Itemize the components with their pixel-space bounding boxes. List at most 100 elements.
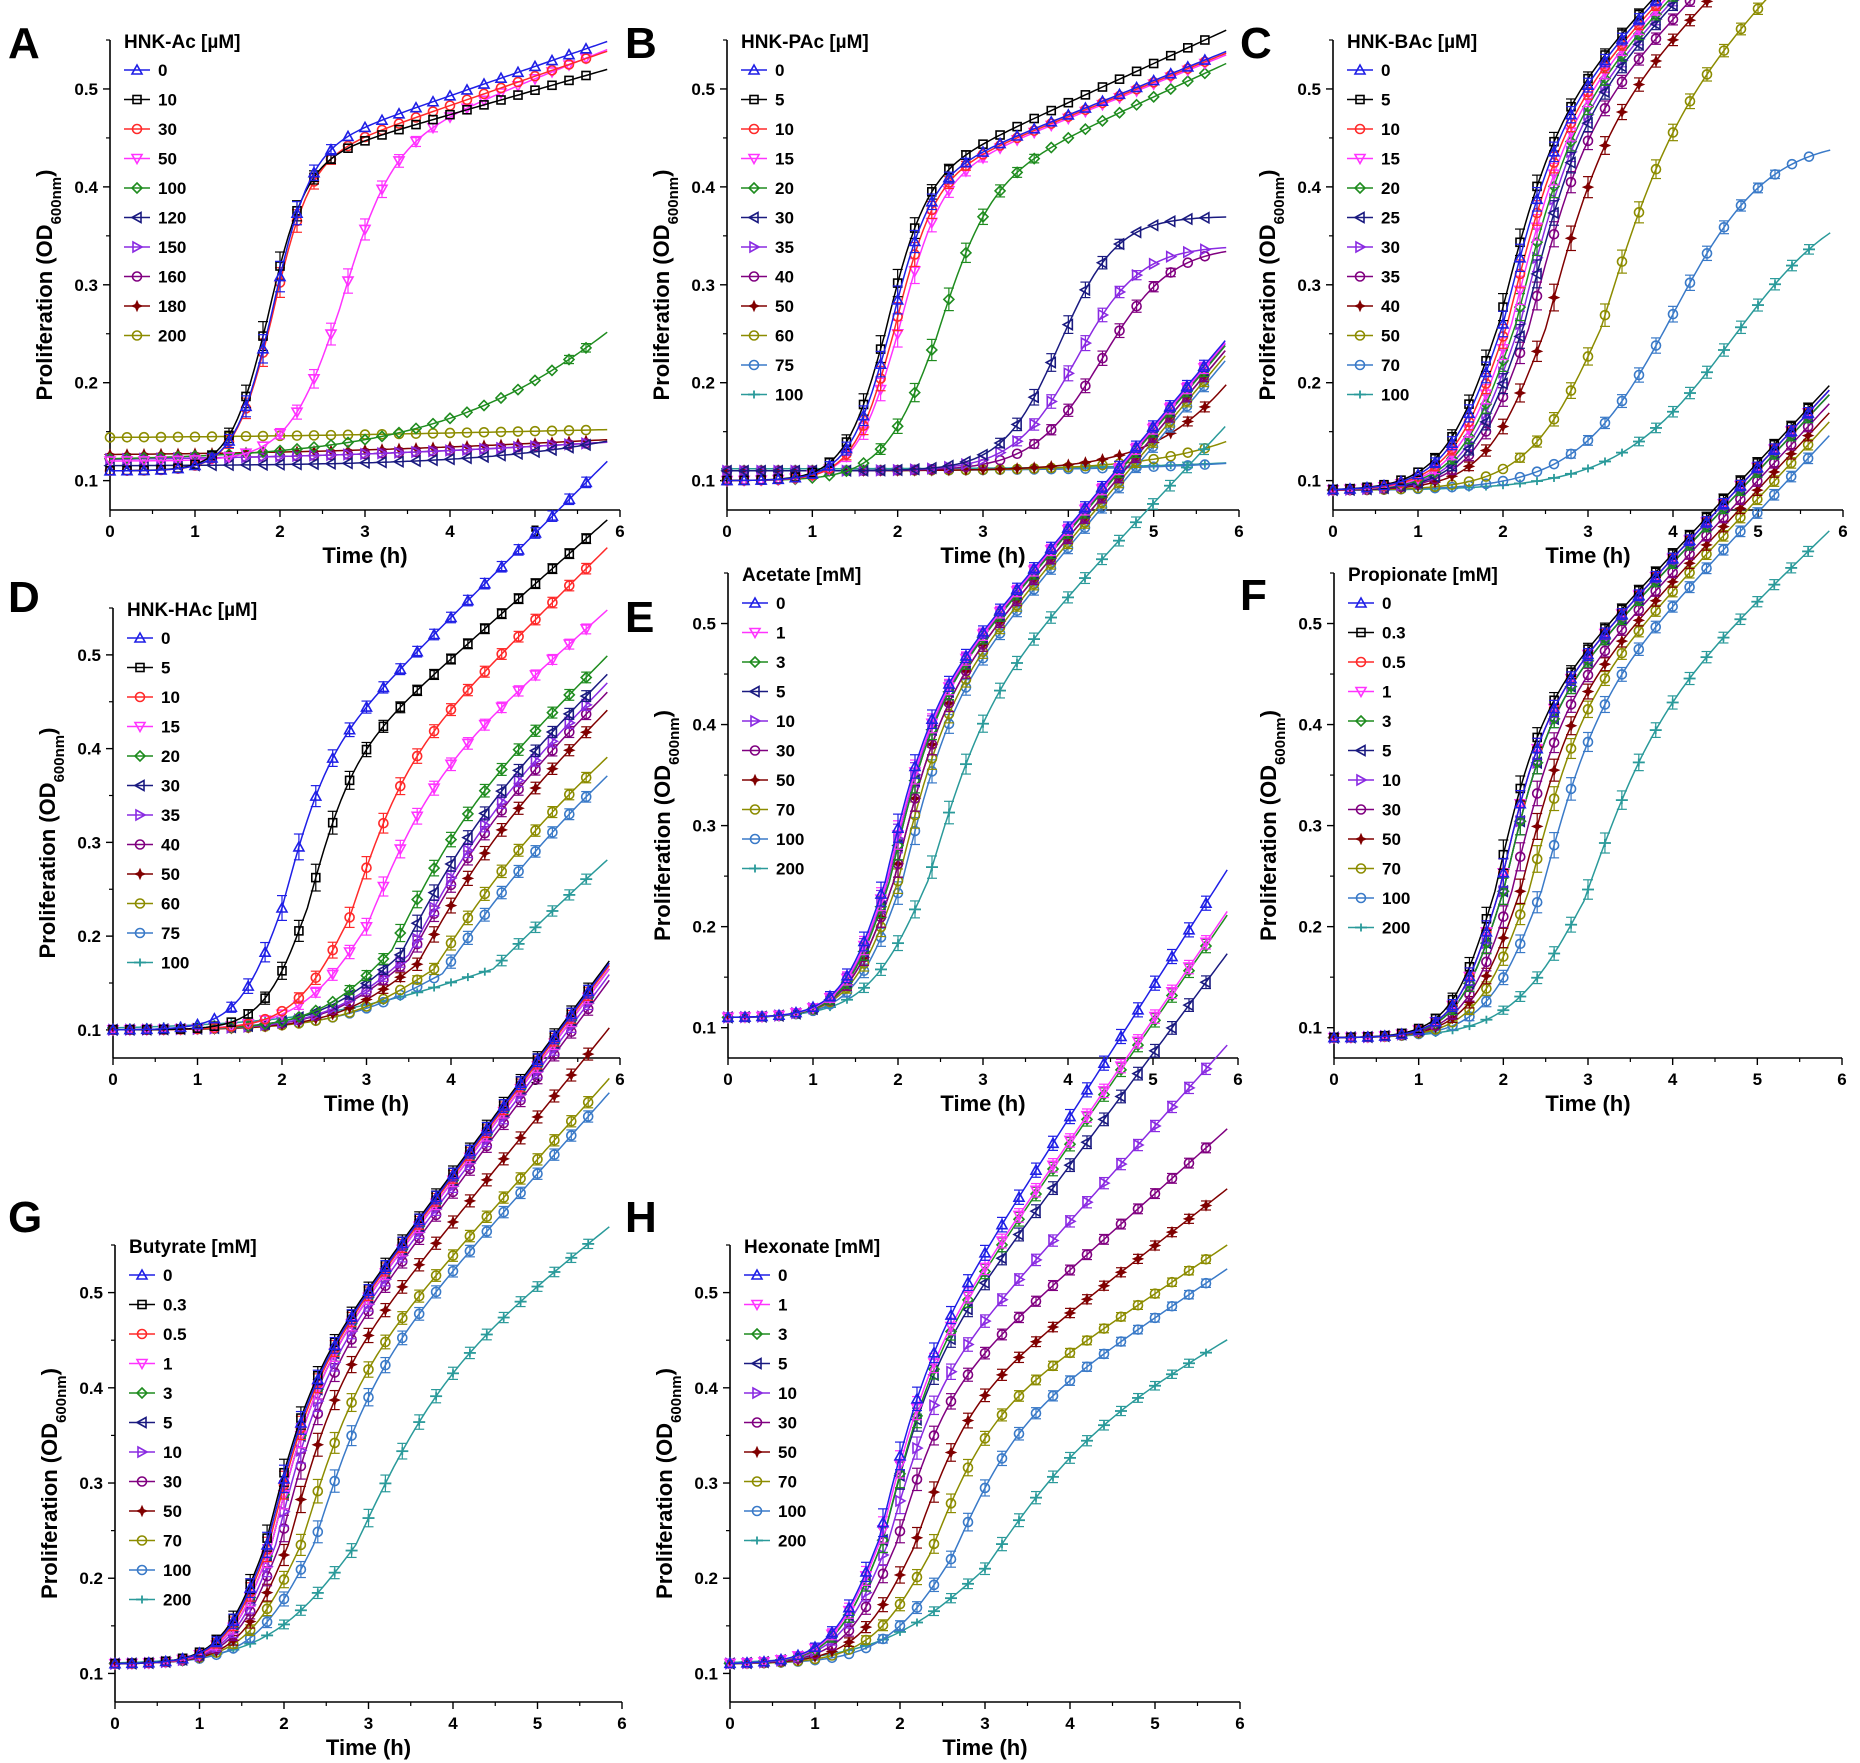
- data-point: [1633, 643, 1645, 655]
- data-point: [1198, 211, 1210, 225]
- data-point: [445, 109, 455, 120]
- legend-label: 10: [1382, 771, 1401, 790]
- data-point: [276, 1005, 288, 1017]
- data-point: [222, 452, 236, 464]
- data-point: [479, 888, 491, 900]
- data-point: [479, 818, 492, 832]
- data-point: [1199, 459, 1211, 470]
- data-point: [1684, 389, 1696, 398]
- legend-label: 5: [775, 91, 784, 110]
- series-line: [728, 340, 1226, 1019]
- data-point: [307, 374, 321, 386]
- y-tick-label: 0.2: [77, 927, 101, 946]
- data-point: [1497, 463, 1509, 475]
- legend-label: 30: [776, 742, 795, 761]
- data-point: [1547, 291, 1561, 304]
- data-point: [1130, 80, 1143, 93]
- data-point: [292, 840, 306, 852]
- data-point: [1481, 995, 1492, 1007]
- y-axis-title-main: Proliferation (OD: [649, 224, 674, 400]
- x-tick-label: 4: [445, 522, 455, 541]
- data-point: [377, 982, 390, 996]
- data-point: [1564, 156, 1576, 170]
- legend-marker: [748, 596, 762, 608]
- data-point: [1181, 463, 1193, 472]
- data-point: [959, 455, 971, 469]
- data-point: [1130, 98, 1143, 111]
- data-point: [1803, 151, 1815, 162]
- data-point: [326, 995, 339, 1008]
- data-point: [460, 451, 472, 465]
- data-point: [1010, 418, 1022, 431]
- data-point: [1598, 53, 1612, 66]
- data-point: [324, 438, 338, 452]
- data-point: [445, 444, 457, 457]
- data-point: [308, 430, 320, 441]
- data-point: [140, 1022, 154, 1035]
- y-tick-label: 0.3: [692, 817, 716, 836]
- legend-marker: [747, 299, 761, 313]
- data-point: [343, 448, 355, 461]
- series-35: [1327, 0, 1696, 496]
- data-point: [1112, 460, 1126, 472]
- data-point: [360, 136, 370, 146]
- data-point: [224, 1000, 238, 1013]
- data-point: [1182, 447, 1194, 458]
- data-point: [857, 934, 871, 947]
- legend-marker: [1354, 686, 1368, 699]
- data-point: [290, 442, 304, 456]
- legend-label: 0: [775, 61, 784, 80]
- y-axis-title-main: Proliferation (OD: [1256, 765, 1281, 941]
- x-tick-label: 4: [1668, 1070, 1678, 1089]
- legend-label: 35: [161, 806, 180, 825]
- data-point: [241, 979, 255, 991]
- data-point: [546, 65, 558, 76]
- series-20: [720, 62, 1227, 487]
- series-line: [1333, 0, 1767, 491]
- data-point: [1582, 435, 1594, 446]
- data-point: [171, 461, 185, 474]
- data-point: [1046, 105, 1057, 116]
- data-point: [977, 719, 989, 728]
- legend-marker: [1353, 153, 1367, 166]
- data-point: [1095, 256, 1108, 270]
- data-point: [1062, 593, 1074, 602]
- data-point: [1200, 35, 1210, 45]
- data-point: [496, 608, 507, 619]
- data-point: [1011, 448, 1023, 460]
- x-tick-label: 2: [275, 522, 284, 541]
- data-point: [1718, 45, 1730, 56]
- data-point: [257, 430, 269, 442]
- data-point: [1096, 94, 1109, 107]
- data-point: [563, 688, 576, 701]
- legend-label: 15: [1381, 150, 1400, 169]
- data-point: [581, 70, 591, 81]
- data-point: [1010, 462, 1024, 475]
- data-point: [512, 426, 524, 437]
- data-point: [121, 431, 133, 443]
- data-point: [1463, 1022, 1476, 1031]
- data-point: [562, 639, 576, 651]
- y-axis-title: Proliferation (OD600nm): [649, 170, 682, 401]
- series-200: [1328, 530, 1830, 1042]
- data-point: [942, 677, 956, 689]
- data-point: [926, 863, 938, 872]
- data-point: [428, 725, 440, 737]
- x-tick-label: 3: [362, 1070, 371, 1089]
- data-point: [563, 890, 576, 899]
- series-line: [1332, 0, 1675, 491]
- data-point: [511, 763, 524, 777]
- data-point: [341, 129, 355, 142]
- data-point: [1113, 87, 1126, 100]
- data-point: [1063, 366, 1075, 380]
- data-point: [1165, 460, 1177, 472]
- data-point: [1632, 78, 1646, 91]
- legend-marker: [133, 721, 147, 734]
- data-point: [429, 669, 439, 680]
- data-point: [360, 993, 373, 1006]
- data-point: [1616, 76, 1628, 88]
- data-point: [1146, 419, 1160, 432]
- data-point: [495, 560, 509, 572]
- data-point: [409, 136, 423, 149]
